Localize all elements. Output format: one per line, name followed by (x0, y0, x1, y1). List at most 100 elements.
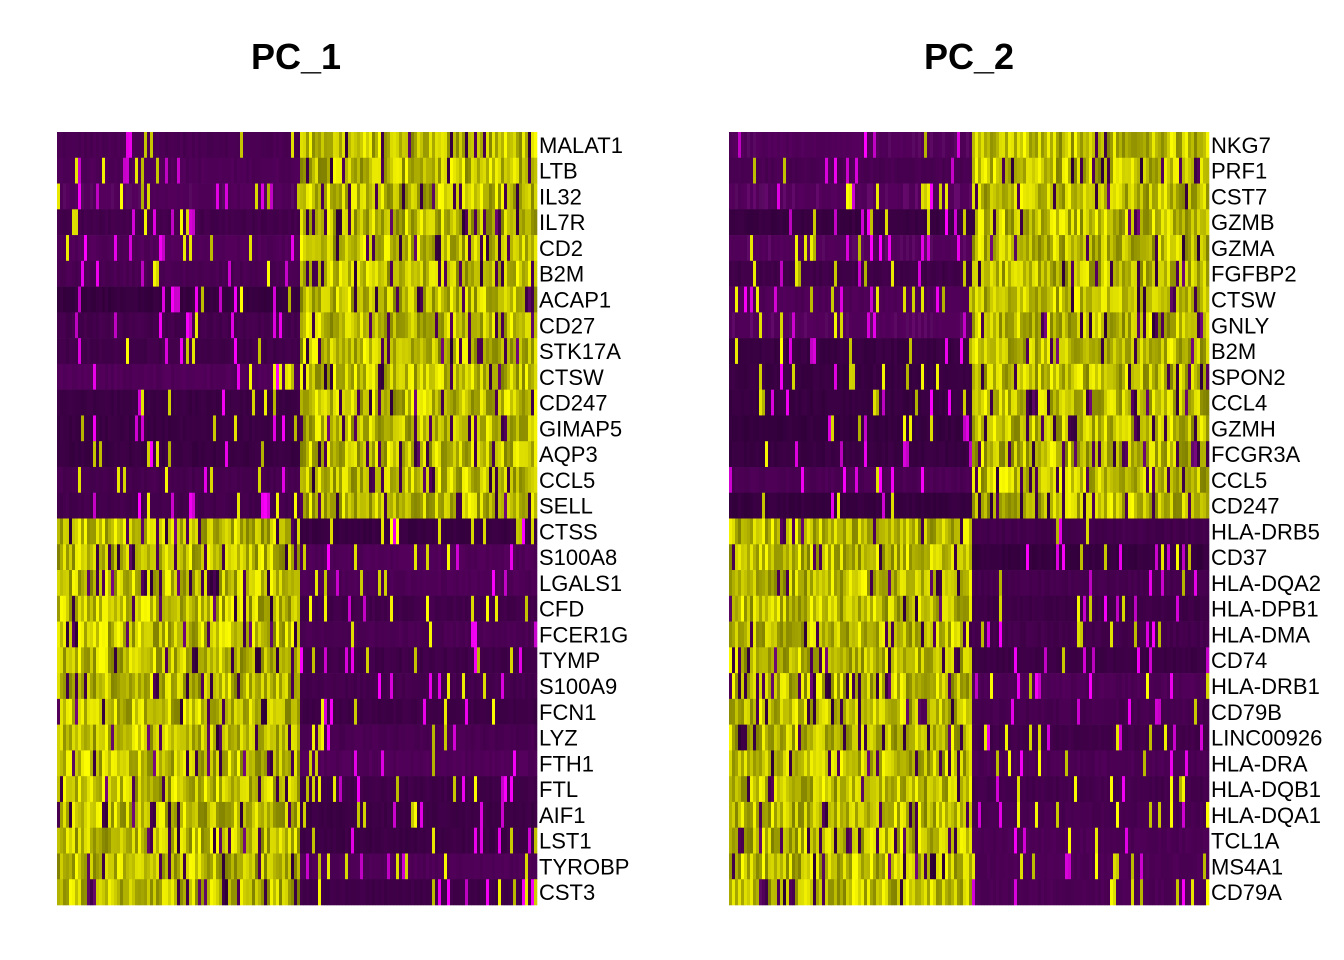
heatmap-cell (531, 698, 535, 725)
heatmap-cell (159, 441, 163, 468)
heatmap-cell (393, 776, 397, 803)
heatmap-cell (468, 621, 472, 648)
heatmap-cell (114, 518, 118, 545)
heatmap-cell (201, 724, 205, 751)
heatmap-cell (141, 363, 145, 390)
heatmap-cell (444, 853, 448, 880)
heatmap-cell (216, 260, 220, 287)
heatmap-cell (258, 157, 262, 184)
heatmap-cell (453, 389, 457, 416)
heatmap-cell (393, 673, 397, 700)
heatmap-cell (393, 621, 397, 648)
heatmap-cell (276, 621, 280, 648)
heatmap-cell (507, 338, 511, 365)
heatmap-cell (207, 595, 211, 622)
heatmap-cell (405, 363, 409, 390)
heatmap-cell (66, 183, 70, 210)
heatmap-cell (207, 750, 211, 777)
heatmap-cell (504, 698, 508, 725)
heatmap-cell (300, 595, 304, 622)
heatmap-cell (177, 518, 181, 545)
heatmap-cell (129, 209, 133, 236)
heatmap-cell (300, 724, 304, 751)
heatmap-cell (192, 698, 196, 725)
heatmap-cell (333, 698, 337, 725)
heatmap-cell (1089, 132, 1093, 159)
heatmap-cell (99, 801, 103, 828)
heatmap-cell (444, 441, 448, 468)
heatmap-cell (168, 776, 172, 803)
heatmap-cell (402, 595, 406, 622)
heatmap-cell (90, 879, 94, 906)
heatmap-cell (381, 595, 385, 622)
heatmap-cell (261, 853, 265, 880)
heatmap-cell (435, 363, 439, 390)
heatmap-cell (150, 801, 154, 828)
heatmap-cell (480, 544, 484, 571)
heatmap-cell (99, 466, 103, 494)
heatmap-cell (453, 260, 457, 287)
heatmap-cell (498, 544, 502, 571)
heatmap-cell (288, 595, 292, 622)
heatmap-cell (186, 853, 190, 880)
heatmap-cell (363, 879, 367, 906)
heatmap-cell (288, 698, 292, 725)
heatmap-cell (444, 157, 448, 184)
heatmap-cell (180, 363, 184, 390)
heatmap-cell (111, 157, 115, 184)
heatmap-cell (294, 827, 298, 854)
heatmap-cell (156, 827, 160, 854)
heatmap-cell (285, 338, 289, 365)
heatmap-cell (180, 673, 184, 700)
heatmap-cell (279, 544, 283, 571)
heatmap-cell (501, 776, 505, 803)
heatmap-cell (201, 776, 205, 803)
heatmap-cell (351, 338, 355, 365)
heatmap-cell (225, 235, 229, 262)
heatmap-cell (369, 879, 373, 906)
heatmap-cell (372, 312, 376, 339)
heatmap-cell (375, 235, 379, 262)
heatmap-cell (63, 698, 67, 725)
heatmap-cell (225, 621, 229, 648)
heatmap-cell (72, 441, 76, 468)
heatmap-cell (276, 647, 280, 674)
heatmap-cell (84, 698, 88, 725)
heatmap-cell (483, 621, 487, 648)
heatmap-cell (492, 132, 496, 159)
heatmap-cell (402, 492, 406, 519)
heatmap-cell (480, 286, 484, 313)
heatmap-cell (432, 209, 436, 236)
heatmap-cell (447, 518, 451, 545)
heatmap-cell (258, 441, 262, 468)
heatmap-cell (156, 621, 160, 648)
heatmap-cell (105, 570, 109, 597)
heatmap-cell (513, 647, 517, 674)
heatmap-cell (171, 260, 175, 287)
heatmap-cell (357, 415, 361, 442)
heatmap-cell (270, 286, 274, 313)
heatmap-cell (498, 363, 502, 390)
heatmap-cell (342, 673, 346, 700)
heatmap-cell (318, 492, 322, 519)
heatmap-cell (513, 724, 517, 751)
heatmap-cell (162, 750, 166, 777)
heatmap-cell (423, 621, 427, 648)
heatmap-cell (219, 415, 223, 442)
heatmap-cell (300, 157, 304, 184)
heatmap-cell (108, 544, 112, 571)
heatmap-cell (360, 157, 364, 184)
heatmap-cell (435, 724, 439, 751)
heatmap-cell (348, 621, 352, 648)
heatmap-cell (273, 750, 277, 777)
heatmap-cell (258, 132, 262, 159)
heatmap-cell (219, 801, 223, 828)
heatmap-cell (333, 235, 337, 262)
heatmap-cell (258, 647, 262, 674)
heatmap-cell (288, 312, 292, 339)
heatmap-cell (96, 492, 100, 519)
heatmap-cell (129, 415, 133, 442)
heatmap-cell (513, 312, 517, 339)
heatmap-cell (501, 647, 505, 674)
heatmap-cell (162, 312, 166, 339)
